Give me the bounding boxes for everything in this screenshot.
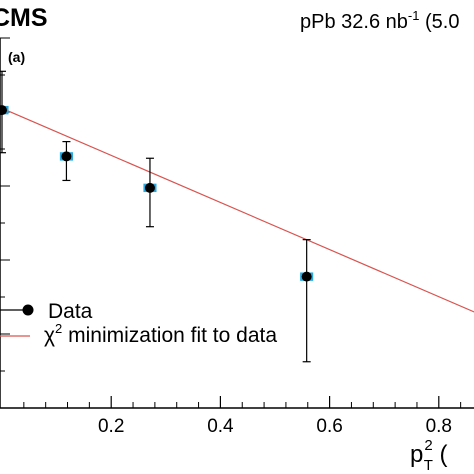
data-point (0, 105, 7, 116)
legend-data-marker (22, 304, 34, 316)
data-point (144, 182, 155, 193)
x-axis-title: p2 T ( (410, 437, 448, 474)
panel-label: (a) (8, 49, 25, 65)
run-info-label: pPb 32.6 nb-1 (5.0 (300, 8, 459, 33)
x-tick-label: 0.4 (207, 416, 234, 437)
legend-fit-label: χ2 minimization fit to data (44, 321, 277, 347)
x-tick-label: 0.2 (98, 416, 124, 437)
experiment-label: CMS (0, 4, 48, 32)
data-layer (0, 70, 314, 363)
fit-line (1, 107, 474, 313)
axis-ticks (0, 37, 462, 408)
legend: Data χ2 minimization fit to data (0, 300, 277, 347)
x-tick-labels: 0.2 0.4 0.6 0.8 (98, 416, 452, 437)
data-point (61, 151, 72, 162)
legend-data-label: Data (48, 300, 93, 323)
x-tick-label: 0.8 (426, 416, 452, 437)
x-tick-label: 0.6 (316, 416, 342, 437)
fit-layer (1, 107, 474, 313)
data-point (301, 271, 312, 282)
